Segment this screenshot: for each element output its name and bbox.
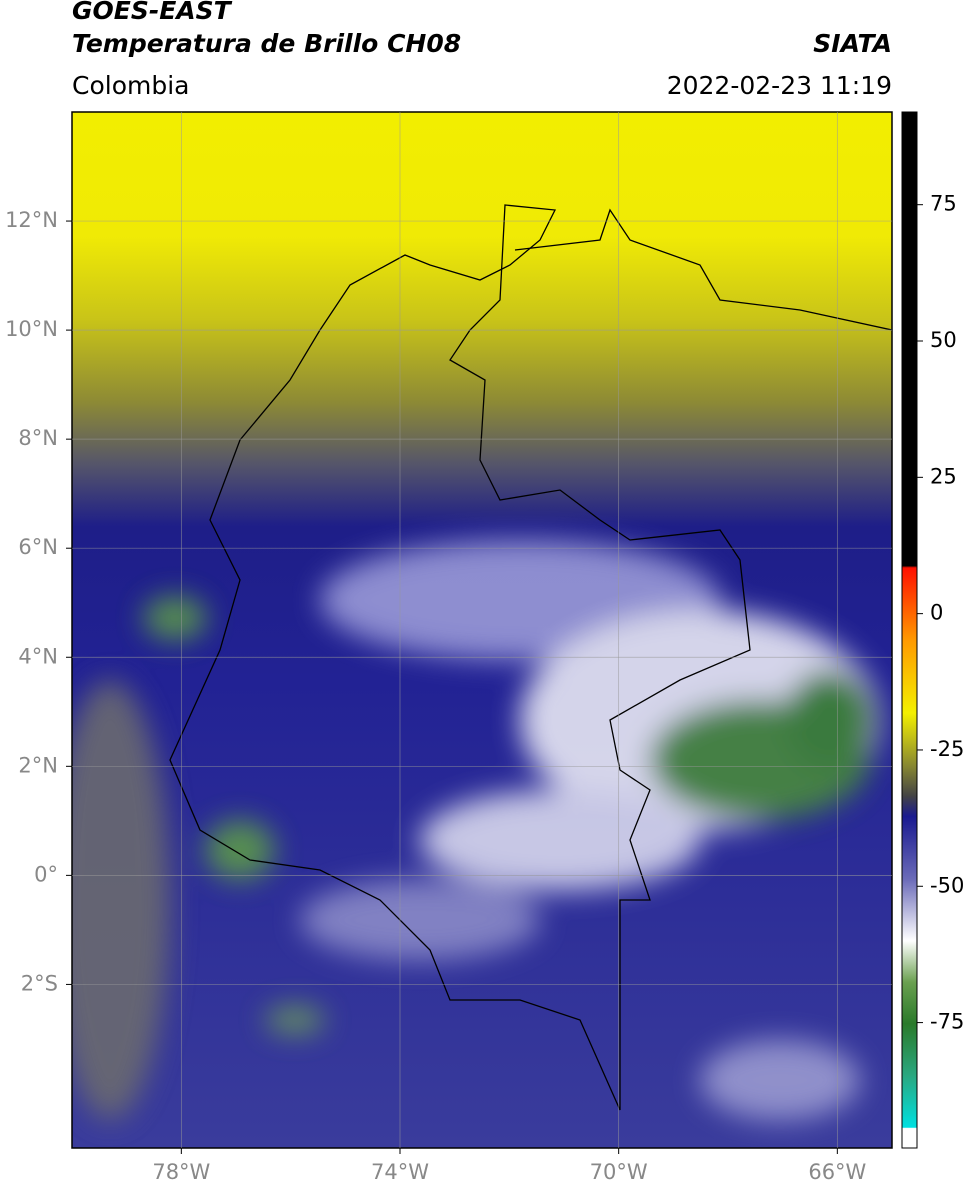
product-title: Temperatura de Brillo CH08 [72,29,461,58]
datetime-title: 2022-02-23 11:19 [667,71,892,100]
colorbar-tick-label: 0 [930,601,943,625]
lon-tick-label: 70°W [590,1160,648,1184]
lat-tick-label: 12°N [5,208,58,232]
lat-tick-label: 8°N [18,426,58,450]
satellite-title: GOES-EAST [72,0,233,25]
colorbar-tick-label: 50 [930,328,957,352]
colorbar-tick-label: 25 [930,464,957,488]
lat-tick-label: 6°N [18,535,58,559]
source-title: SIATA [813,29,892,58]
lon-tick-label: 66°W [808,1160,866,1184]
colorbar-tick-label: -75 [930,1010,964,1034]
colorbar-tick-label: -25 [930,737,964,761]
map-frame [71,111,893,1149]
lat-tick-label: 4°N [18,644,58,668]
region-title: Colombia [72,71,189,100]
lat-tick-label: 10°N [5,317,58,341]
lat-tick-label: 2°N [18,753,58,777]
colorbar-tick-label: -50 [930,873,964,897]
lat-tick-label: 2°S [21,971,58,995]
lon-tick-label: 74°W [371,1160,429,1184]
satellite-image [72,112,892,1148]
lon-tick-label: 78°W [152,1160,210,1184]
colorbar-tick-label: 75 [930,192,957,216]
lat-tick-label: 0° [34,862,58,886]
colorbar [901,111,918,1149]
